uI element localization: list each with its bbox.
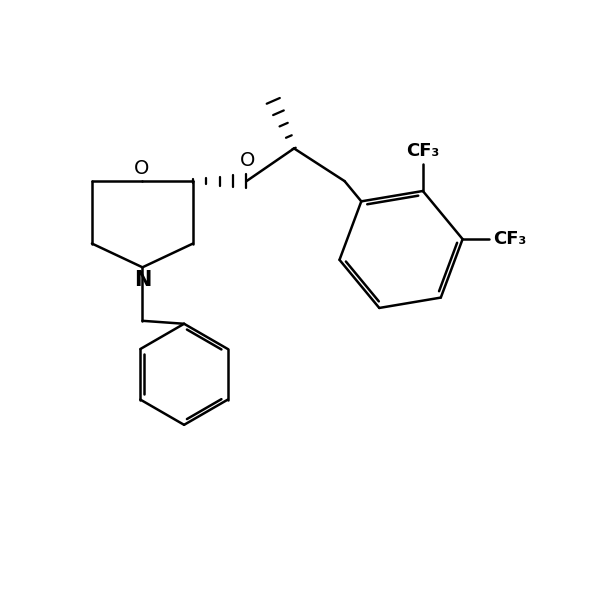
Text: CF₃: CF₃	[406, 142, 439, 160]
Text: N: N	[134, 270, 151, 290]
Text: O: O	[240, 151, 256, 170]
Text: CF₃: CF₃	[494, 230, 527, 248]
Text: O: O	[134, 159, 149, 178]
